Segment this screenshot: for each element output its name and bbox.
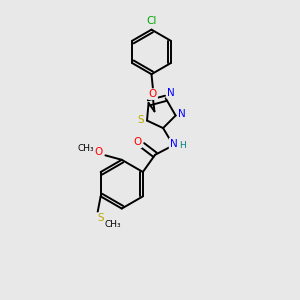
Text: Cl: Cl bbox=[146, 16, 157, 26]
Text: CH₃: CH₃ bbox=[105, 220, 122, 229]
Text: O: O bbox=[95, 147, 103, 158]
Text: CH₃: CH₃ bbox=[78, 144, 94, 153]
Text: H: H bbox=[179, 140, 186, 149]
Text: N: N bbox=[178, 109, 186, 119]
Text: N: N bbox=[169, 139, 177, 148]
Text: O: O bbox=[149, 89, 157, 99]
Text: S: S bbox=[97, 213, 104, 224]
Text: N: N bbox=[167, 88, 175, 98]
Text: O: O bbox=[133, 137, 141, 147]
Text: S: S bbox=[137, 115, 144, 125]
